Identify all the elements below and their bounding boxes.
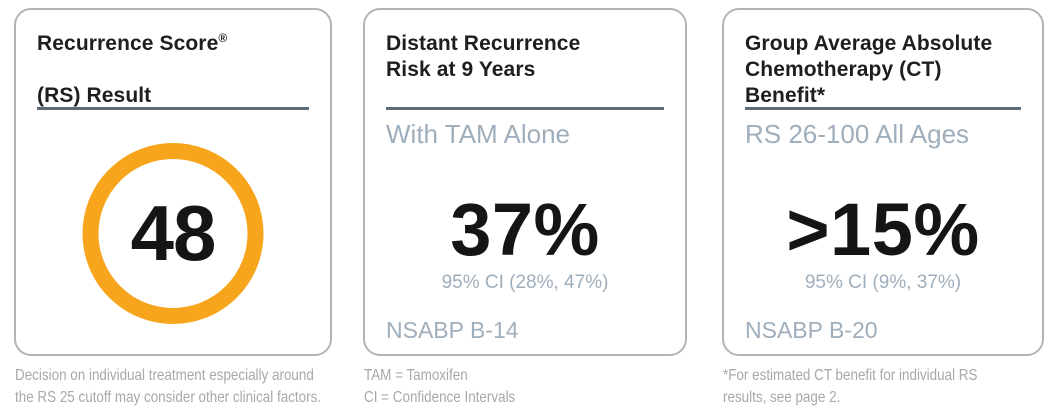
recurrence-score-footnote: Decision on individual treatment especia… [15, 367, 322, 406]
title-line-1: Recurrence Score [37, 32, 219, 55]
distant-recurrence-card-title: Distant Recurrence Risk at 9 Years [386, 32, 581, 81]
recurrence-score-column: Recurrence Score® (RS) Result 48 Decisio… [14, 8, 332, 408]
study-label: NSABP B-20 [745, 317, 878, 343]
confidence-interval-text: 95% CI (28%, 47%) [441, 272, 609, 293]
recurrence-score-card-title: Recurrence Score® (RS) Result [37, 31, 312, 109]
confidence-interval-text: 95% CI (9%, 37%) [804, 272, 962, 293]
card-divider [37, 107, 309, 110]
registered-trademark-symbol: ® [218, 31, 228, 45]
distant-recurrence-risk-value: 37% [450, 188, 600, 271]
study-label: NSABP B-14 [386, 317, 519, 343]
ct-benefit-footnote: *For estimated CT benefit for individual… [723, 367, 978, 406]
abbreviations-footnote: TAM = Tamoxifen CI = Confidence Interval… [364, 367, 516, 406]
group-subtitle: RS 26-100 All Ages [745, 119, 970, 149]
chemotherapy-benefit-card-title: Group Average Absolute Chemotherapy (CT)… [745, 32, 993, 107]
chemotherapy-benefit-card: Group Average Absolute Chemotherapy (CT)… [722, 8, 1044, 356]
treatment-subtitle: With TAM Alone [386, 119, 570, 149]
chemotherapy-benefit-column: Group Average Absolute Chemotherapy (CT)… [722, 8, 1044, 408]
score-circle: 48 [82, 143, 264, 324]
chemotherapy-benefit-value: >15% [786, 188, 980, 271]
distant-recurrence-card: Distant Recurrence Risk at 9 Years With … [363, 8, 687, 356]
recurrence-score-card: Recurrence Score® (RS) Result 48 [14, 8, 332, 356]
distant-recurrence-column: Distant Recurrence Risk at 9 Years With … [363, 8, 687, 408]
recurrence-score-value: 48 [130, 189, 217, 277]
title-line-2: (RS) Result [37, 84, 152, 107]
card-divider [745, 107, 1021, 110]
card-divider [386, 107, 664, 110]
